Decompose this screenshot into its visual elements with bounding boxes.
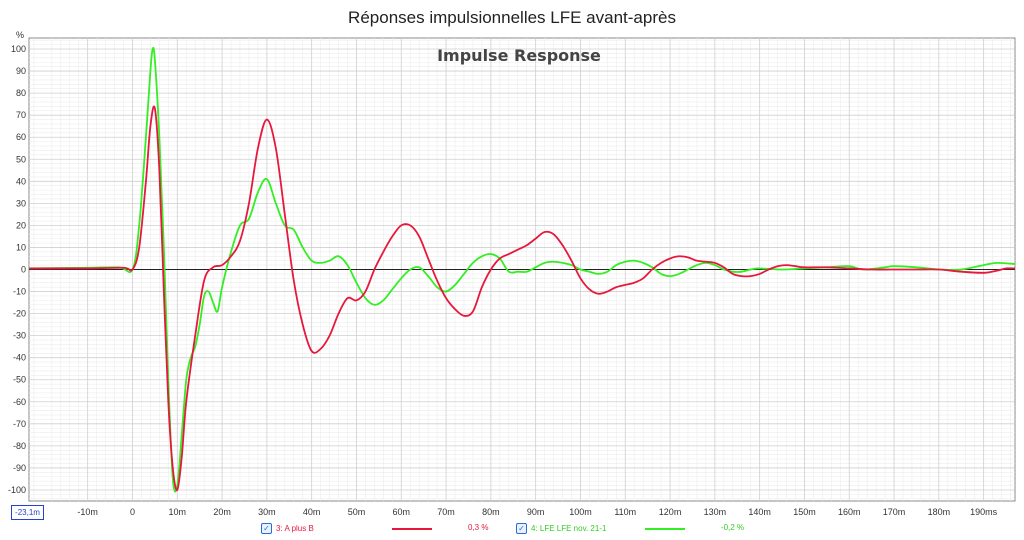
y-tick-label: -30 [13, 331, 26, 341]
y-tick-label: -40 [13, 353, 26, 363]
series-4-value-text: -0,2 % [721, 523, 745, 532]
x-axis-ticks: -10m 0 10m 20m 30m 40m 50m 60m 70m 80m 90m 100m 110m… [77, 507, 997, 517]
y-tick-label: -80 [13, 441, 26, 451]
legend-item-series-4[interactable]: ✓ 4: LFE LFE nov. 21-1 [516, 523, 606, 534]
y-tick-label: -60 [13, 397, 26, 407]
x-tick-label: 180m [928, 507, 951, 517]
series-line-a-plus-b [29, 105, 1016, 492]
x-tick-label: 120m [659, 507, 682, 517]
series-3-value: 0,3 % [468, 523, 488, 532]
x-tick-label: 160m [838, 507, 861, 517]
x-tick-label: 80m [482, 507, 500, 517]
x-tick-label: 170m [883, 507, 906, 517]
legend: ✓ 3: A plus B 0,3 % ✓ 4: LFE LFE nov. 21… [0, 523, 1024, 539]
y-tick-label: -20 [13, 309, 26, 319]
x-tick-label: 30m [258, 507, 276, 517]
y-tick-label: 100 [11, 44, 26, 54]
y-tick-label: 60 [16, 132, 26, 142]
y-tick-label: 80 [16, 88, 26, 98]
x-tick-label: 50m [348, 507, 366, 517]
y-tick-label: 50 [16, 154, 26, 164]
legend-item-series-3[interactable]: ✓ 3: A plus B [261, 523, 314, 534]
series-4-swatch [645, 528, 685, 530]
series-3-label: 3: A plus B [276, 524, 314, 533]
x-tick-label: 100m [569, 507, 592, 517]
y-tick-label: -50 [13, 375, 26, 385]
series-group [29, 46, 1016, 493]
series-line-lfe-nov-21 [29, 46, 1016, 493]
y-axis-ticks: 1009080706050403020100-10-20-30-40-50-60… [8, 44, 26, 495]
x-tick-label: 90m [527, 507, 545, 517]
series-3-swatch [392, 528, 432, 530]
x-tick-label: 60m [393, 507, 411, 517]
y-tick-label: 70 [16, 110, 26, 120]
x-tick-label: 0 [130, 507, 135, 517]
x-tick-label: 10m [169, 507, 187, 517]
y-tick-label: 0 [21, 265, 26, 275]
y-tick-label: -70 [13, 419, 26, 429]
series-4-value: -0,2 % [721, 523, 744, 532]
series-3-checkbox[interactable]: ✓ [261, 523, 272, 534]
series-4-checkbox[interactable]: ✓ [516, 523, 527, 534]
y-tick-label: 10 [16, 242, 26, 252]
x-tick-label: 190ms [970, 507, 998, 517]
cursor-position-readout: -23,1m [11, 505, 44, 520]
y-axis-label: % [16, 30, 24, 40]
series-4-label: 4: LFE LFE nov. 21-1 [531, 524, 607, 533]
y-tick-label: -100 [8, 485, 26, 495]
chart: 1009080706050403020100-10-20-30-40-50-60… [8, 30, 1016, 517]
x-tick-label: -10m [77, 507, 98, 517]
x-tick-label: 20m [213, 507, 231, 517]
y-tick-label: -10 [13, 287, 26, 297]
x-tick-label: 110m [614, 507, 636, 517]
y-tick-label: 20 [16, 220, 26, 230]
y-tick-label: 90 [16, 66, 26, 76]
x-tick-label: 70m [437, 507, 455, 517]
x-tick-label: 40m [303, 507, 321, 517]
x-tick-label: 150m [793, 507, 816, 517]
x-tick-label: 140m [748, 507, 771, 517]
y-tick-label: 30 [16, 198, 26, 208]
x-tick-label: 130m [704, 507, 727, 517]
y-tick-label: -90 [13, 463, 26, 473]
chart-title: Impulse Response [437, 46, 601, 65]
page-title: Réponses impulsionnelles LFE avant-après [348, 8, 676, 27]
y-tick-label: 40 [16, 176, 26, 186]
series-3-value-text: 0,3 % [468, 523, 489, 532]
